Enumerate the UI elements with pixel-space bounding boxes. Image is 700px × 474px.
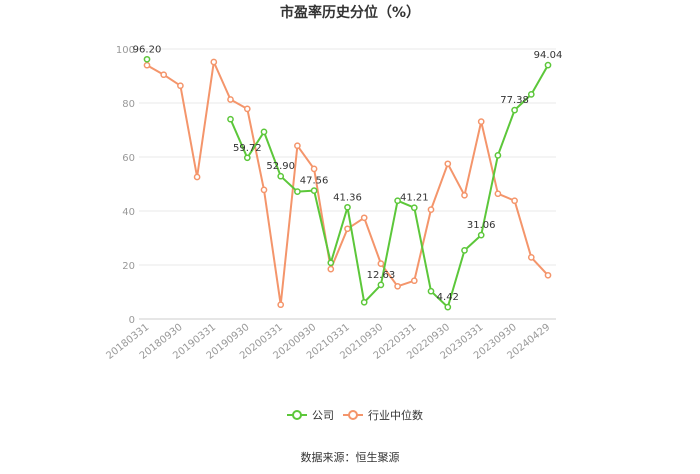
- series-layer: [143, 55, 552, 311]
- point-industry-median-20210930[interactable]: [377, 260, 385, 267]
- data-label-company-20220331: 41.21: [400, 193, 429, 204]
- point-company-20190930[interactable]: [243, 154, 251, 162]
- series-company: [143, 55, 552, 311]
- y-tick-80: 80: [122, 99, 135, 110]
- data-label-company-20210930: 12.63: [367, 270, 396, 281]
- point-industry-median-20210630[interactable]: [360, 214, 368, 222]
- data-labels: 96.20 59.72 52.90 47.56 41.36 12.63 41.21 4.42 3…: [133, 44, 563, 303]
- data-label-company-20230930: 77.38: [500, 95, 529, 106]
- data-label-company-20180331: 96.20: [133, 44, 162, 55]
- series-industry-median: [143, 58, 552, 309]
- grid: [139, 48, 556, 320]
- point-company-20220331[interactable]: [410, 204, 418, 212]
- point-industry-median-20211231[interactable]: [394, 282, 401, 290]
- point-company-20221231[interactable]: [461, 247, 468, 254]
- point-industry-median-20210331[interactable]: [344, 225, 351, 233]
- point-industry-median-20220630[interactable]: [427, 206, 435, 213]
- data-label-company-20220930: 4.42: [437, 292, 459, 303]
- legend: 公司 行业中位数: [287, 408, 423, 422]
- x-axis: 2018033120180930201903312019093020200331…: [104, 322, 552, 362]
- point-industry-median-20231231[interactable]: [527, 254, 535, 261]
- point-industry-median-20180930[interactable]: [177, 82, 184, 90]
- legend-marker-industry-median: [348, 410, 358, 420]
- legend-item-company[interactable]: 公司: [287, 409, 334, 422]
- point-company-20180331[interactable]: [143, 55, 151, 63]
- legend-marker-company: [292, 410, 302, 420]
- point-company-20200331[interactable]: [277, 172, 285, 180]
- point-industry-median-20230630[interactable]: [494, 190, 502, 198]
- point-industry-median-20191231[interactable]: [260, 186, 268, 194]
- point-industry-median-20180331[interactable]: [143, 61, 151, 69]
- point-company-20220630[interactable]: [427, 287, 435, 295]
- y-axis: 0 20 40 60 80 100: [116, 45, 135, 326]
- point-company-20210930[interactable]: [377, 281, 385, 289]
- point-company-20230930[interactable]: [511, 106, 518, 114]
- point-industry-median-20240429[interactable]: [544, 271, 552, 279]
- data-label-company-20230331: 31.06: [467, 220, 496, 231]
- point-company-20200630[interactable]: [294, 188, 301, 195]
- point-company-20210630[interactable]: [360, 298, 368, 306]
- point-industry-median-20190630[interactable]: [227, 96, 234, 103]
- point-company-20211231[interactable]: [394, 197, 401, 205]
- point-industry-median-20230331[interactable]: [477, 118, 485, 125]
- point-industry-median-20220930[interactable]: [444, 160, 452, 168]
- legend-label-company: 公司: [312, 409, 334, 422]
- data-label-company-20240429: 94.04: [534, 50, 563, 61]
- point-company-20220930[interactable]: [444, 303, 452, 311]
- point-industry-median-20190331[interactable]: [210, 58, 218, 66]
- point-industry-median-20200331[interactable]: [277, 301, 285, 309]
- y-tick-40: 40: [122, 207, 135, 218]
- series-line-industry-median: [146, 61, 549, 306]
- point-industry-median-20201231[interactable]: [327, 265, 335, 273]
- point-industry-median-20200930[interactable]: [310, 165, 318, 173]
- point-company-20201231[interactable]: [327, 259, 335, 267]
- point-industry-median-20190930[interactable]: [243, 105, 251, 113]
- point-industry-median-20181231[interactable]: [193, 173, 201, 181]
- y-tick-100: 100: [116, 45, 135, 56]
- data-label-company-20200331: 52.90: [266, 161, 295, 172]
- point-company-20240429[interactable]: [544, 61, 552, 69]
- y-tick-60: 60: [122, 153, 135, 164]
- point-company-20210331[interactable]: [344, 203, 351, 211]
- point-industry-median-20230930[interactable]: [511, 197, 518, 205]
- legend-item-industry-median[interactable]: 行业中位数: [343, 408, 423, 422]
- point-industry-median-20220331[interactable]: [410, 277, 418, 285]
- data-label-company-20190930: 59.72: [233, 143, 262, 154]
- series-line-company: [229, 64, 549, 309]
- point-company-20191231[interactable]: [260, 128, 268, 136]
- point-industry-median-20180630[interactable]: [160, 71, 168, 79]
- data-label-company-20210331: 41.36: [333, 192, 362, 203]
- y-tick-20: 20: [122, 261, 135, 272]
- point-company-20231231[interactable]: [527, 91, 535, 98]
- source-note: 数据来源：恒生聚源: [301, 450, 400, 464]
- point-company-20230630[interactable]: [494, 152, 502, 159]
- point-company-20230331[interactable]: [477, 231, 485, 239]
- chart-title: 市盈率历史分位（%）: [280, 4, 420, 21]
- point-company-20200930[interactable]: [310, 187, 318, 194]
- point-industry-median-20221231[interactable]: [461, 191, 468, 199]
- point-company-20190630[interactable]: [227, 115, 234, 123]
- y-tick-0: 0: [129, 315, 135, 326]
- data-label-company-20200930: 47.56: [300, 176, 329, 187]
- legend-label-industry-median: 行业中位数: [368, 408, 423, 422]
- point-industry-median-20200630[interactable]: [294, 142, 301, 150]
